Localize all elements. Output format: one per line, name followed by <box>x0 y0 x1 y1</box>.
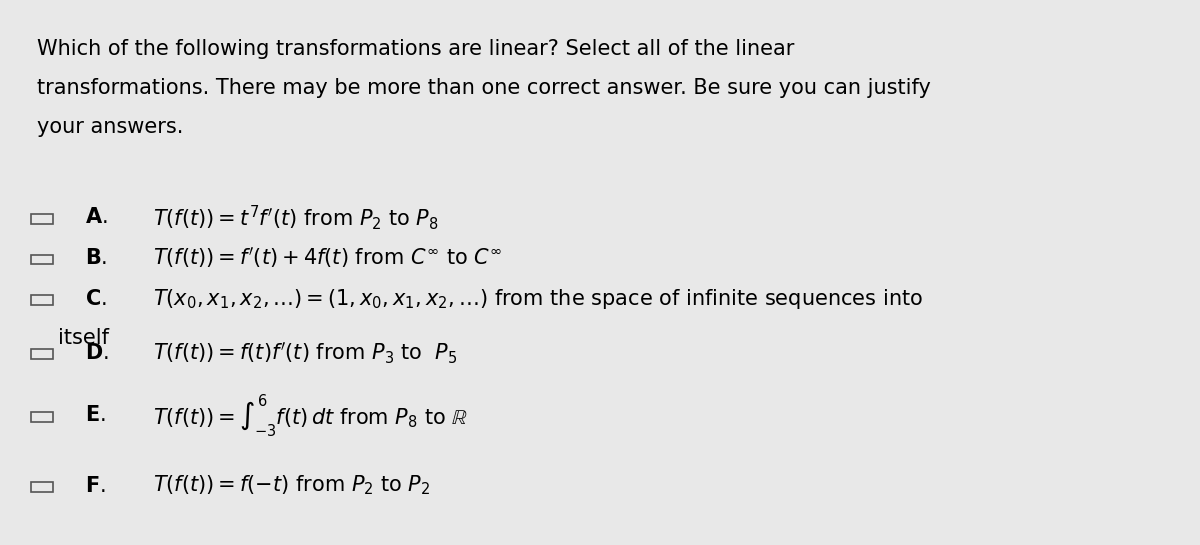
Text: $T(x_0, x_1, x_2,\ldots) = (1, x_0, x_1, x_2,\ldots)$ from the space of infinite: $T(x_0, x_1, x_2,\ldots) = (1, x_0, x_1,… <box>154 287 924 311</box>
FancyBboxPatch shape <box>31 255 53 264</box>
Text: $\mathbf{D}$.: $\mathbf{D}$. <box>85 343 109 363</box>
FancyBboxPatch shape <box>31 482 53 492</box>
Text: $\mathbf{C}$.: $\mathbf{C}$. <box>85 288 107 308</box>
Text: $\mathbf{B}$.: $\mathbf{B}$. <box>85 248 108 268</box>
Text: $T(f(t)) = t^7 f'(t)$ from $P_2$ to $P_8$: $T(f(t)) = t^7 f'(t)$ from $P_2$ to $P_8… <box>154 203 439 232</box>
Text: $T(f(t)) = \int_{-3}^{6} f(t)\,dt$ from $P_8$ to $\mathbb{R}$: $T(f(t)) = \int_{-3}^{6} f(t)\,dt$ from … <box>154 392 468 439</box>
Text: $T(f(t)) = f(-t)$ from $P_2$ to $P_2$: $T(f(t)) = f(-t)$ from $P_2$ to $P_2$ <box>154 474 431 498</box>
FancyBboxPatch shape <box>31 349 53 359</box>
Text: transformations. There may be more than one correct answer. Be sure you can just: transformations. There may be more than … <box>37 78 931 99</box>
FancyBboxPatch shape <box>31 412 53 422</box>
Text: Which of the following transformations are linear? Select all of the linear: Which of the following transformations a… <box>37 39 794 59</box>
Text: $T(f(t)) = f(t)f'(t)$ from $P_3$ to  $P_5$: $T(f(t)) = f(t)f'(t)$ from $P_3$ to $P_5… <box>154 340 458 366</box>
FancyBboxPatch shape <box>31 295 53 305</box>
Text: itself: itself <box>58 328 109 348</box>
Text: your answers.: your answers. <box>37 117 184 137</box>
Text: $\mathbf{A}$.: $\mathbf{A}$. <box>85 207 108 227</box>
Text: $\mathbf{F}$.: $\mathbf{F}$. <box>85 476 106 495</box>
Text: $\mathbf{E}$.: $\mathbf{E}$. <box>85 405 106 425</box>
FancyBboxPatch shape <box>31 214 53 223</box>
Text: $T(f(t)) = f'(t) + 4f(t)$ from $C^\infty$ to $C^\infty$: $T(f(t)) = f'(t) + 4f(t)$ from $C^\infty… <box>154 245 503 270</box>
